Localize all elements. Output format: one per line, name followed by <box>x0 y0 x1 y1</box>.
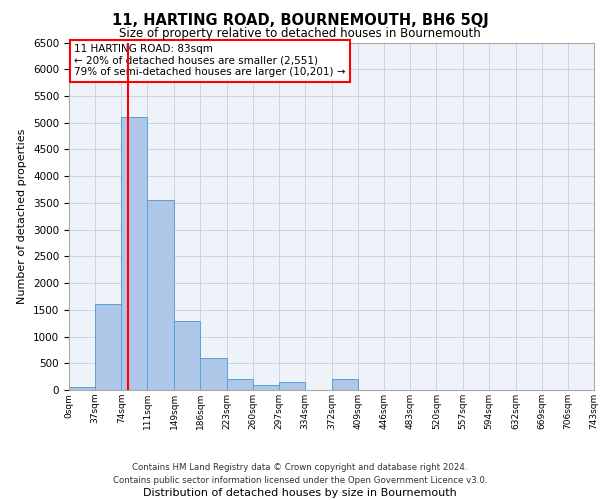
Text: 11, HARTING ROAD, BOURNEMOUTH, BH6 5QJ: 11, HARTING ROAD, BOURNEMOUTH, BH6 5QJ <box>112 12 488 28</box>
Bar <box>279 382 305 390</box>
Bar <box>227 380 253 390</box>
Bar <box>332 380 358 390</box>
Bar <box>174 320 200 390</box>
Bar <box>253 384 279 390</box>
Bar <box>121 118 148 390</box>
Text: 11 HARTING ROAD: 83sqm
← 20% of detached houses are smaller (2,551)
79% of semi-: 11 HARTING ROAD: 83sqm ← 20% of detached… <box>74 44 346 78</box>
Text: Contains HM Land Registry data © Crown copyright and database right 2024.: Contains HM Land Registry data © Crown c… <box>132 464 468 472</box>
Bar <box>95 304 121 390</box>
Text: Size of property relative to detached houses in Bournemouth: Size of property relative to detached ho… <box>119 28 481 40</box>
Text: Distribution of detached houses by size in Bournemouth: Distribution of detached houses by size … <box>143 488 457 498</box>
Text: Contains public sector information licensed under the Open Government Licence v3: Contains public sector information licen… <box>113 476 487 485</box>
Bar <box>148 200 174 390</box>
Bar <box>200 358 227 390</box>
Y-axis label: Number of detached properties: Number of detached properties <box>17 128 28 304</box>
Bar <box>69 388 95 390</box>
